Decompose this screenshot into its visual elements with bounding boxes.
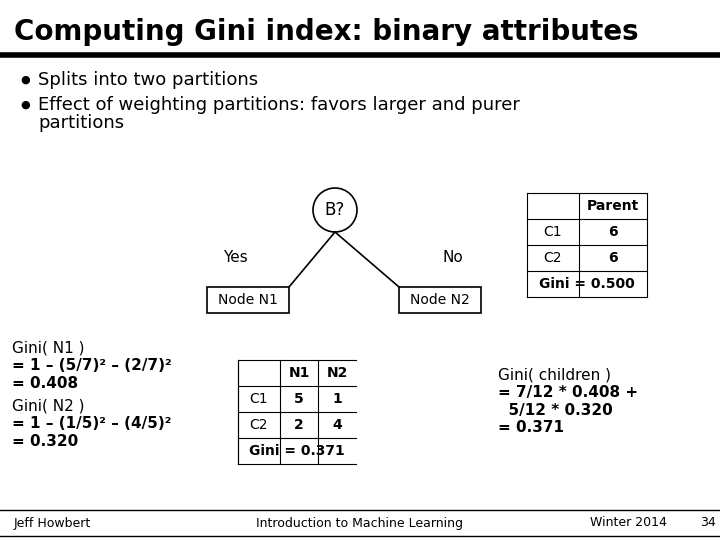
Text: Effect of weighting partitions: favors larger and purer: Effect of weighting partitions: favors l… — [38, 96, 520, 114]
Text: C2: C2 — [250, 418, 269, 432]
Text: Gini = 0.500: Gini = 0.500 — [539, 277, 635, 291]
Text: Gini = 0.371: Gini = 0.371 — [249, 444, 345, 458]
Text: Splits into two partitions: Splits into two partitions — [38, 71, 258, 89]
FancyBboxPatch shape — [207, 287, 289, 313]
Text: 4: 4 — [332, 418, 342, 432]
Text: = 0.320: = 0.320 — [12, 435, 78, 449]
Text: 6: 6 — [608, 225, 618, 239]
Text: C2: C2 — [544, 251, 562, 265]
Text: Jeff Howbert: Jeff Howbert — [14, 516, 91, 530]
Text: ●: ● — [20, 75, 30, 85]
Text: Parent: Parent — [587, 199, 639, 213]
Text: Node N1: Node N1 — [218, 293, 278, 307]
Text: ●: ● — [20, 100, 30, 110]
Text: B?: B? — [325, 201, 345, 219]
Text: Node N2: Node N2 — [410, 293, 470, 307]
Text: N1: N1 — [288, 366, 310, 380]
Text: No: No — [443, 251, 464, 266]
Text: Winter 2014: Winter 2014 — [590, 516, 667, 530]
Text: C1: C1 — [544, 225, 562, 239]
Text: 5: 5 — [294, 392, 304, 406]
Text: Gini( children ): Gini( children ) — [498, 368, 611, 382]
FancyBboxPatch shape — [399, 287, 481, 313]
Text: 5/12 * 0.320: 5/12 * 0.320 — [498, 402, 613, 417]
Text: = 1 – (5/7)² – (2/7)²: = 1 – (5/7)² – (2/7)² — [12, 359, 171, 374]
Text: Computing Gini index: binary attributes: Computing Gini index: binary attributes — [14, 18, 639, 46]
Text: partitions: partitions — [38, 114, 124, 132]
Text: = 0.408: = 0.408 — [12, 376, 78, 392]
Text: = 1 – (1/5)² – (4/5)²: = 1 – (1/5)² – (4/5)² — [12, 416, 171, 431]
Text: Gini( N2 ): Gini( N2 ) — [12, 399, 84, 414]
Text: = 7/12 * 0.408 +: = 7/12 * 0.408 + — [498, 386, 638, 401]
Text: Introduction to Machine Learning: Introduction to Machine Learning — [256, 516, 464, 530]
Text: = 0.371: = 0.371 — [498, 421, 564, 435]
Text: 6: 6 — [608, 251, 618, 265]
Text: 34: 34 — [700, 516, 716, 530]
Text: N2: N2 — [326, 366, 348, 380]
Text: Yes: Yes — [222, 251, 248, 266]
Text: Gini( N1 ): Gini( N1 ) — [12, 341, 84, 355]
Text: C1: C1 — [250, 392, 269, 406]
Text: 1: 1 — [332, 392, 342, 406]
Text: 2: 2 — [294, 418, 304, 432]
